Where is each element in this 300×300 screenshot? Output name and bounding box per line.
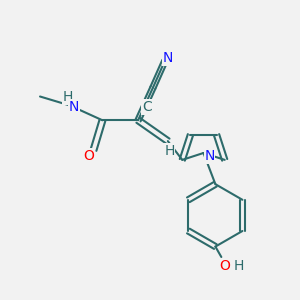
Text: C: C: [142, 100, 152, 114]
Text: H: H: [63, 90, 74, 104]
Text: H: H: [234, 259, 244, 273]
Text: N: N: [163, 51, 173, 65]
Text: N: N: [204, 149, 214, 163]
Text: O: O: [84, 149, 94, 163]
Text: O: O: [219, 259, 230, 273]
Text: H: H: [164, 144, 175, 158]
Text: N: N: [69, 100, 80, 114]
